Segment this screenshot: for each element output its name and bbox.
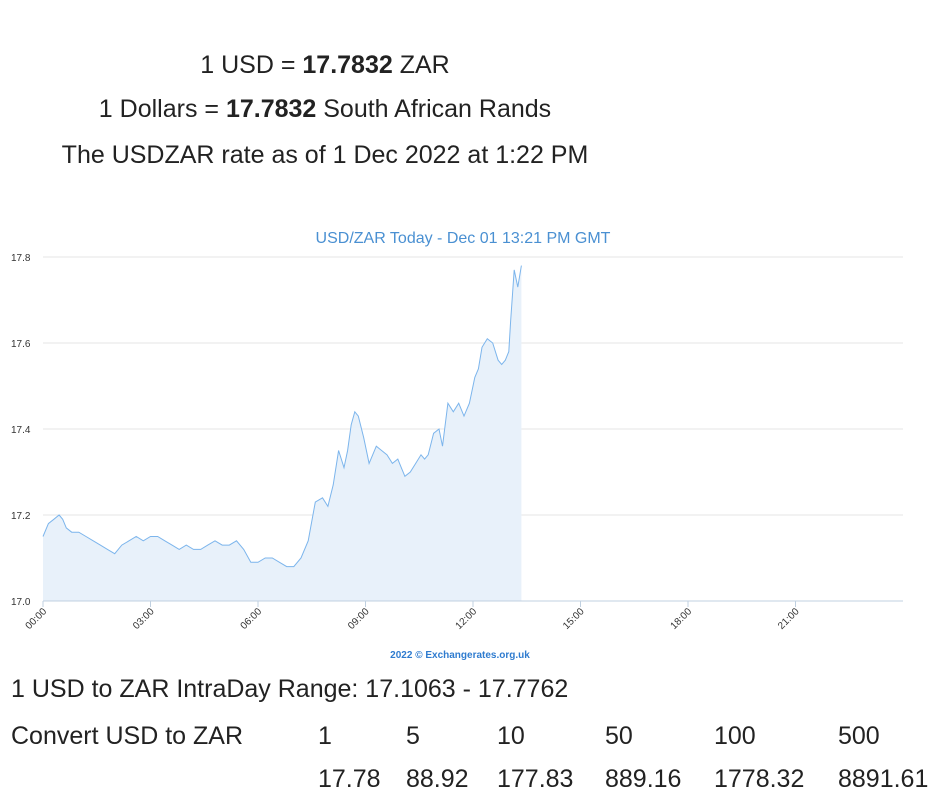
- convert-amount: 100: [714, 722, 756, 750]
- rate-area-fill: [43, 265, 522, 601]
- convert-result: 177.83: [497, 765, 574, 793]
- rate-value: 17.7832: [302, 51, 393, 79]
- convert-amount: 1: [318, 722, 332, 750]
- x-tick-label: 15:00: [561, 606, 587, 632]
- rate-long-value: 17.7832: [225, 95, 317, 123]
- convert-result: 17.78: [318, 765, 381, 793]
- chart-credit: 2022 © Exchangerates.org.uk: [390, 650, 530, 661]
- convert-label: Convert USD to ZAR: [11, 722, 244, 750]
- rate-timestamp: The USDZAR rate as of 1 Dec 2022 at 1:22…: [61, 141, 589, 169]
- intraday-range: 1 USD to ZAR IntraDay Range: 17.1063 - 1…: [11, 675, 569, 703]
- convert-amount: 50: [605, 722, 633, 750]
- convert-amount: 10: [497, 722, 525, 750]
- x-tick-label: 06:00: [239, 606, 265, 632]
- y-tick-label: 17.6: [11, 339, 31, 350]
- x-tick-label: 09:00: [346, 606, 372, 632]
- rate-long-headline: 1 Dollars = 17.7832 South African Rands: [0, 95, 650, 124]
- y-tick-label: 17.8: [11, 253, 31, 264]
- convert-result: 88.92: [406, 765, 469, 793]
- y-tick-label: 17.0: [11, 597, 31, 608]
- x-tick-label: 18:00: [669, 606, 695, 632]
- chart-title: USD/ZAR Today - Dec 01 13:21 PM GMT: [316, 230, 611, 247]
- rate-long-suffix: South African Rands: [316, 95, 552, 123]
- y-tick-label: 17.2: [11, 511, 31, 522]
- rate-headline: 1 USD = 17.7832 ZAR: [0, 51, 650, 80]
- x-tick-label: 21:00: [776, 606, 802, 632]
- rate-long-prefix: 1 Dollars =: [98, 95, 226, 123]
- intraday-chart: USD/ZAR Today - Dec 01 13:21 PM GMT 17.8…: [11, 230, 903, 661]
- convert-result: 1778.32: [714, 765, 805, 793]
- rate-suffix: ZAR: [392, 51, 450, 79]
- convert-result: 889.16: [605, 765, 682, 793]
- convert-result: 8891.61: [838, 765, 929, 793]
- x-axis: 00:00 03:00 06:00 09:00 12:00 15:00 18:00 21:00: [24, 601, 802, 632]
- y-axis: 17.8 17.6 17.4 17.2 17.0: [11, 253, 31, 608]
- x-tick-label: 03:00: [131, 606, 157, 632]
- x-tick-label: 00:00: [24, 606, 50, 632]
- rate-prefix: 1 USD =: [200, 51, 303, 79]
- rate-line: [42, 265, 522, 568]
- convert-amount: 5: [406, 722, 420, 750]
- y-tick-label: 17.4: [11, 425, 31, 436]
- convert-amount: 500: [838, 722, 880, 750]
- x-tick-label: 12:00: [454, 606, 480, 632]
